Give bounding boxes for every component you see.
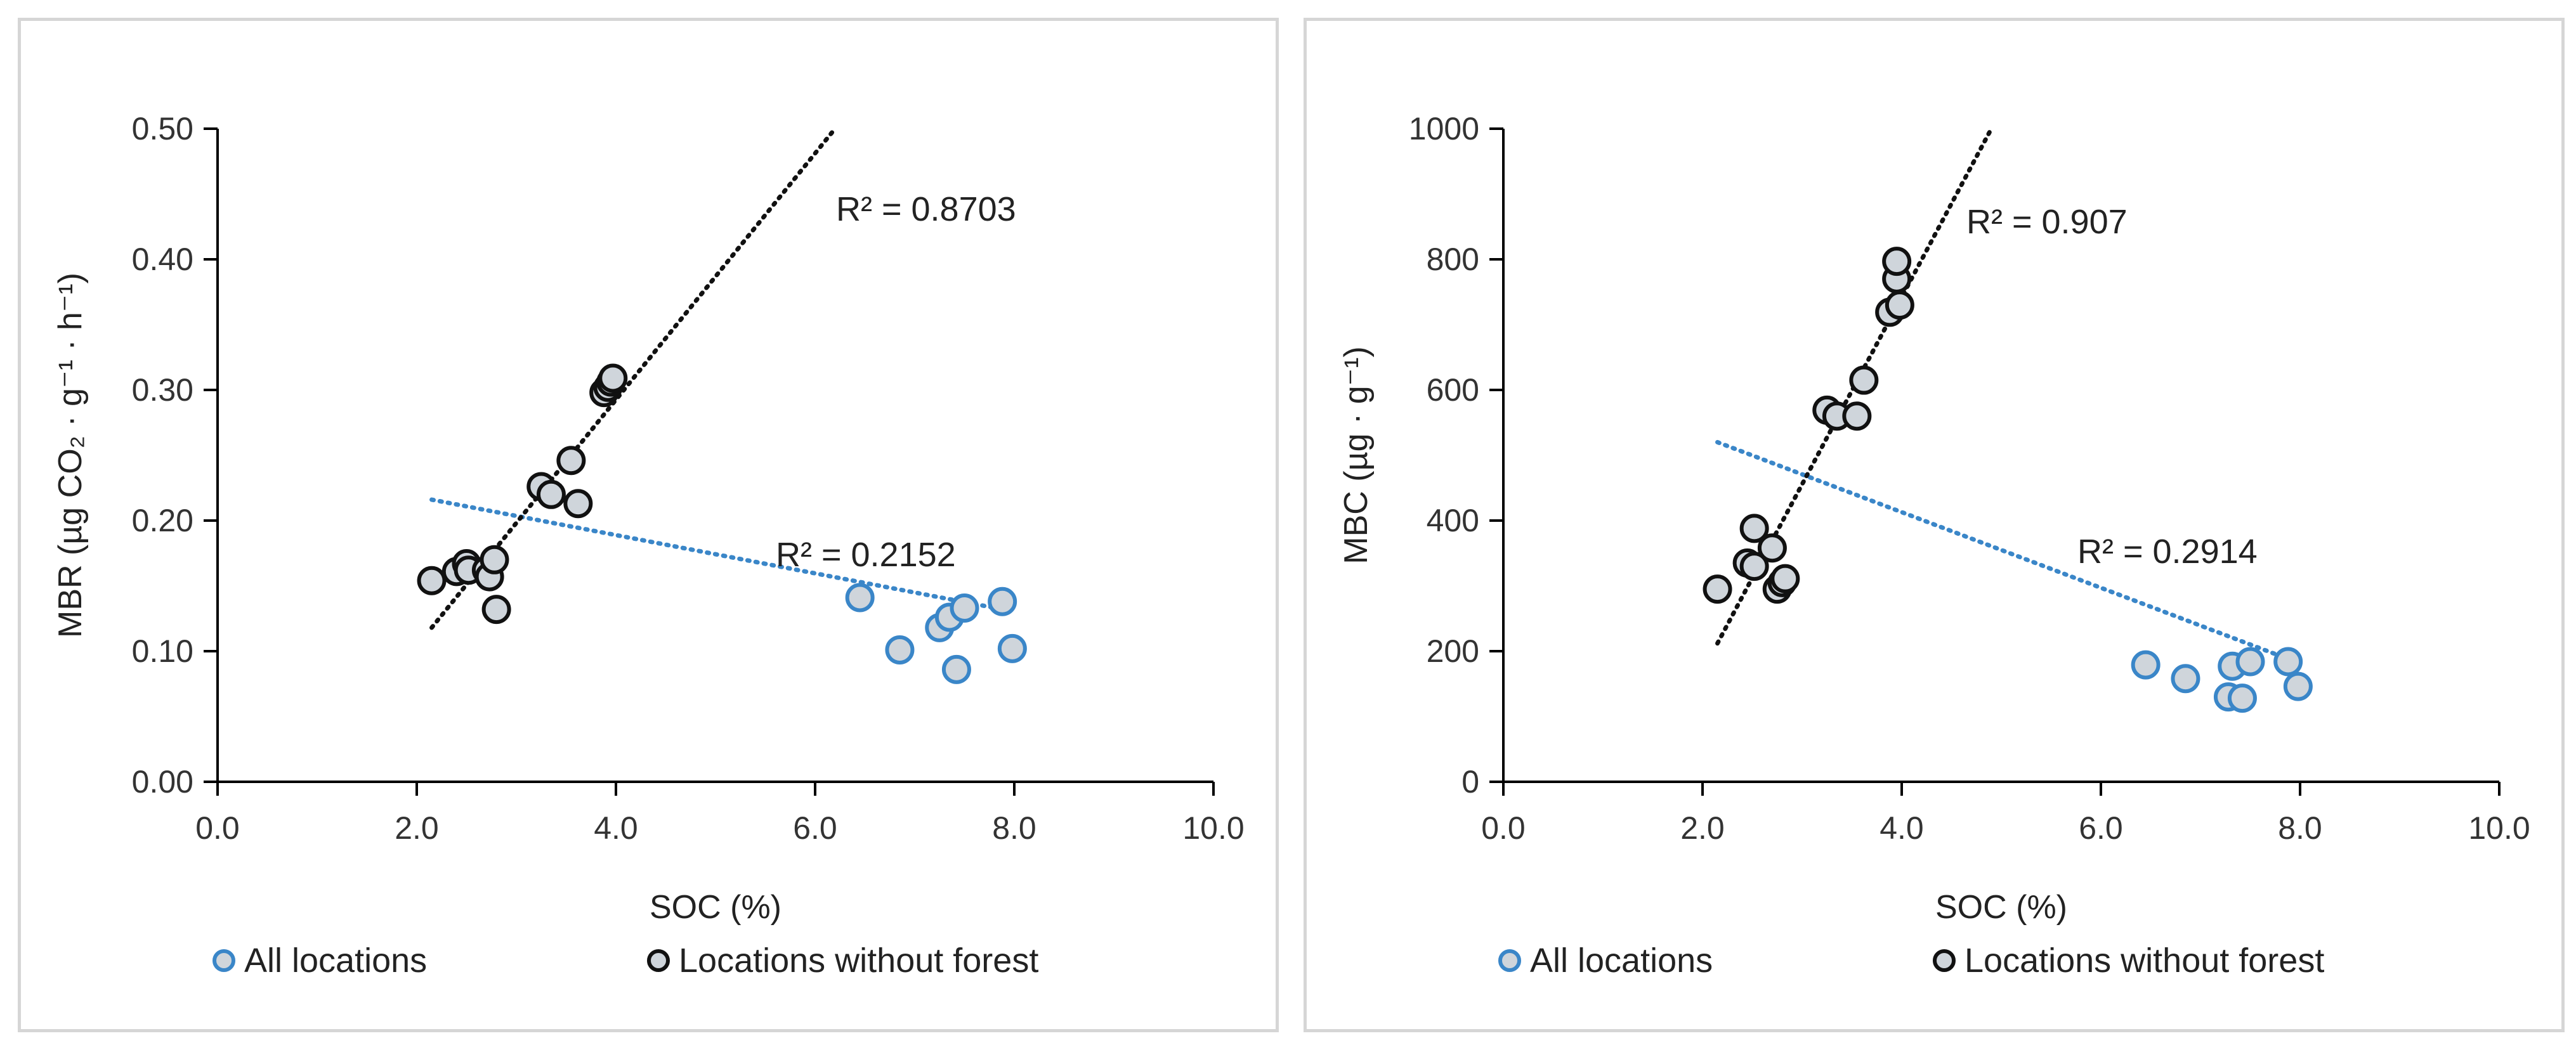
legend-marker xyxy=(1498,949,1521,972)
chart-panel-mbc: 0 200 400 600 800 1000 0.0 2.0 4.0 6.0 8.0 10.0 SOC … xyxy=(1304,18,2565,1032)
y-tick-label: 0 xyxy=(1461,764,1479,800)
y-tick-label: 800 xyxy=(1427,242,1479,277)
y-tick-label: 0.10 xyxy=(132,633,193,669)
x-axis-title: SOC (%) xyxy=(650,889,781,926)
y-axis-title: MBR (µg CO₂ · g⁻¹ · h⁻¹) xyxy=(52,273,89,638)
x-axis-title: SOC (%) xyxy=(1935,889,2067,926)
x-tick-label: 10.0 xyxy=(2468,810,2530,846)
data-point xyxy=(2235,647,2265,677)
data-point xyxy=(1885,290,1914,320)
chart-mbc-vs-soc: 0 200 400 600 800 1000 0.0 2.0 4.0 6.0 8.0 10.0 SOC … xyxy=(1338,111,2530,980)
r-squared-label: R² = 0.2914 xyxy=(2077,533,2258,571)
data-point xyxy=(536,479,566,509)
legend-label: All locations xyxy=(244,942,427,980)
data-point xyxy=(480,545,509,574)
x-tick-label: 0.0 xyxy=(195,810,240,846)
data-point xyxy=(1739,514,1769,543)
legend-marker xyxy=(212,949,235,972)
legend-marker xyxy=(647,949,670,972)
data-point xyxy=(1739,552,1769,581)
x-tick-label: 4.0 xyxy=(594,810,638,846)
data-point xyxy=(1882,247,1912,276)
data-point xyxy=(988,587,1017,616)
data-point xyxy=(598,363,628,393)
y-tick-label: 0.20 xyxy=(132,503,193,538)
y-tick-label: 400 xyxy=(1427,503,1479,538)
data-point xyxy=(563,489,593,519)
data-point xyxy=(417,566,447,595)
trendline-0 xyxy=(1715,439,2292,662)
data-point xyxy=(1757,533,1787,563)
data-point xyxy=(1849,365,1879,395)
data-point xyxy=(941,654,971,684)
x-tick-label: 8.0 xyxy=(992,810,1036,846)
y-tick-label: 1000 xyxy=(1409,111,1479,146)
x-tick-label: 2.0 xyxy=(1680,810,1725,846)
y-tick-label: 0.00 xyxy=(132,764,193,800)
x-tick-label: 4.0 xyxy=(1880,810,1924,846)
data-point xyxy=(1703,574,1732,604)
x-tick-label: 6.0 xyxy=(793,810,837,846)
y-tick-label: 600 xyxy=(1427,372,1479,408)
r-squared-label: R² = 0.907 xyxy=(1966,203,2128,241)
data-point xyxy=(1842,401,1872,431)
data-point xyxy=(2227,684,2257,713)
y-tick-label: 0.50 xyxy=(132,111,193,146)
x-tick-label: 8.0 xyxy=(2278,810,2322,846)
x-tick-label: 0.0 xyxy=(1481,810,1526,846)
legend-label: Locations without forest xyxy=(1965,942,2324,980)
legend-marker xyxy=(1933,949,1956,972)
trendline-1 xyxy=(429,126,837,630)
data-point xyxy=(950,593,979,623)
data-point xyxy=(1770,564,1800,593)
data-point xyxy=(556,446,586,476)
trendline-0 xyxy=(429,497,1012,613)
data-point xyxy=(481,595,511,625)
data-point xyxy=(997,633,1027,663)
x-tick-label: 2.0 xyxy=(395,810,439,846)
chart-mbr-vs-soc: 0.00 0.10 0.20 0.30 0.40 0.50 0.0 2.0 4.0 6.0 8.0 1… xyxy=(52,111,1245,980)
y-tick-label: 0.40 xyxy=(132,242,193,277)
x-tick-label: 10.0 xyxy=(1182,810,1244,846)
data-point xyxy=(2171,664,2200,694)
legend-label: All locations xyxy=(1530,942,1713,980)
r-squared-label: R² = 0.2152 xyxy=(776,536,956,574)
chart-panel-mbr: 0.00 0.10 0.20 0.30 0.40 0.50 0.0 2.0 4.0 6.0 8.0 1… xyxy=(18,18,1279,1032)
y-axis-title: MBC (µg · g⁻¹) xyxy=(1338,346,1375,564)
legend-label: Locations without forest xyxy=(679,942,1038,980)
r-squared-label: R² = 0.8703 xyxy=(836,190,1016,228)
data-point xyxy=(2131,650,2161,680)
data-point xyxy=(885,635,915,664)
data-point xyxy=(845,583,875,612)
y-tick-label: 0.30 xyxy=(132,372,193,408)
x-tick-label: 6.0 xyxy=(2079,810,2123,846)
data-point xyxy=(2273,647,2303,677)
data-point xyxy=(2283,671,2313,701)
y-tick-label: 200 xyxy=(1427,633,1479,669)
